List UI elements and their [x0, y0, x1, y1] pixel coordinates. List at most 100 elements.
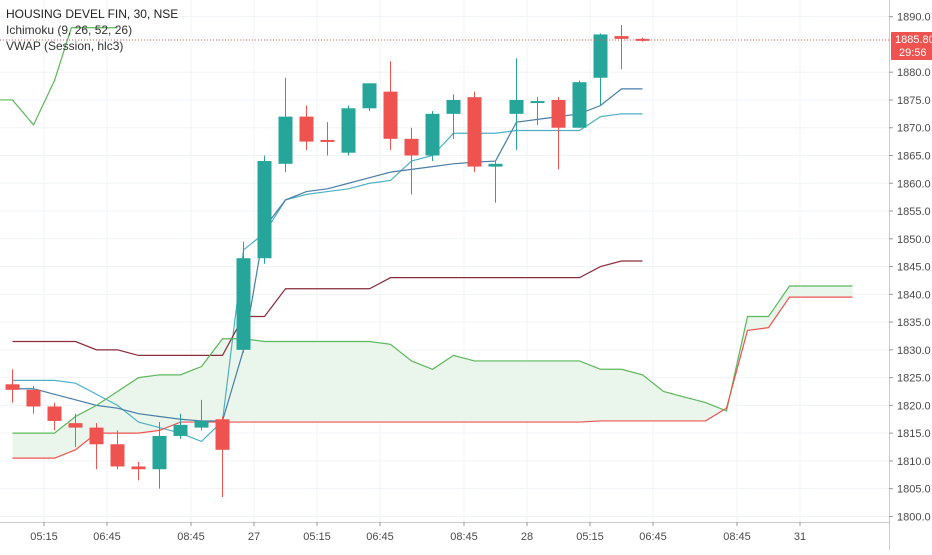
price-tick-label: 1865.0: [897, 150, 931, 162]
candle-body: [551, 99, 566, 128]
candle-body: [404, 138, 419, 156]
candle: [47, 402, 62, 431]
kijun-line: [12, 260, 643, 357]
candle: [488, 161, 503, 203]
candle: [383, 61, 398, 150]
candle-body: [509, 99, 524, 114]
price-tick-label: 1845.0: [897, 262, 931, 274]
candle-body: [131, 466, 146, 470]
candle-body: [194, 420, 209, 428]
price-axis: 1800.0 1805.0 1810.0 1815.0 1820.0 1825.0 1830…: [889, 0, 932, 550]
candle: [551, 97, 566, 170]
time-axis-bg: [0, 522, 889, 550]
price-tick-label: 1875.0: [897, 95, 931, 107]
candle: [131, 462, 146, 481]
candle-body: [362, 83, 377, 109]
candle: [572, 80, 587, 128]
candle-body: [467, 97, 482, 167]
candle-body: [215, 419, 230, 450]
candle: [593, 33, 608, 106]
price-badge-timer: 29:56: [899, 47, 927, 59]
candle-body: [341, 108, 356, 153]
candle: [341, 105, 356, 156]
candle-body: [5, 384, 20, 390]
time-tick-label: 28: [521, 531, 533, 543]
candle: [89, 423, 104, 470]
time-tick-label: 05:15: [303, 531, 331, 543]
price-badge-value: 1885.80: [895, 34, 932, 46]
price-tick-label: 1860.0: [897, 178, 931, 190]
candle: [446, 94, 461, 139]
candle-body: [89, 427, 104, 445]
price-badge: [891, 31, 932, 60]
candle: [173, 413, 188, 439]
candle-body: [152, 435, 167, 470]
candle: [509, 58, 524, 150]
time-tick-label: 06:45: [366, 531, 394, 543]
price-tick-label: 1880.0: [897, 67, 931, 79]
price-tick-label: 1855.0: [897, 206, 931, 218]
time-tick-label: 08:45: [450, 531, 478, 543]
candle-body: [299, 116, 314, 142]
time-tick-label: 06:45: [93, 531, 121, 543]
candle: [236, 241, 251, 353]
time-tick-label: 08:45: [177, 531, 205, 543]
candle-body: [530, 101, 545, 104]
price-tick-label: 1800.0: [897, 511, 931, 523]
candle: [26, 385, 41, 414]
candle: [152, 422, 167, 489]
candle-body: [47, 406, 62, 421]
candle: [362, 83, 377, 112]
price-tick-label: 1830.0: [897, 345, 931, 357]
price-tick-label: 1835.0: [897, 317, 931, 329]
time-axis: 05:15 06:45 08:45 27 05:15 06:45 08:45 28 05:15 0…: [0, 522, 889, 550]
candle: [5, 369, 20, 403]
price-tick-label: 1850.0: [897, 234, 931, 246]
price-tick-label: 1815.0: [897, 428, 931, 440]
candle-body: [173, 424, 188, 436]
candle-body: [110, 444, 125, 467]
price-tick-label: 1820.0: [897, 400, 931, 412]
candle-body: [593, 34, 608, 78]
candle-body: [68, 423, 83, 428]
candle: [215, 416, 230, 498]
ichimoku-cloud: [12, 285, 853, 459]
price-axis-bg: [889, 0, 932, 550]
candle-body: [446, 99, 461, 114]
candle-body: [278, 116, 293, 164]
candle: [425, 111, 440, 162]
price-tick-label: 1825.0: [897, 373, 931, 385]
candle-body: [236, 258, 251, 350]
candle: [614, 24, 629, 70]
time-tick-label: 08:45: [723, 531, 751, 543]
candle-body: [320, 139, 335, 142]
candle: [404, 127, 419, 195]
price-tick-label: 1870.0: [897, 123, 931, 135]
candle-body: [614, 36, 629, 39]
candle-body: [383, 91, 398, 139]
vwap-legend[interactable]: VWAP (Session, hlc3): [6, 39, 124, 53]
candle: [299, 105, 314, 150]
candle: [530, 97, 545, 125]
symbol-title[interactable]: HOUSING DEVEL FIN, 30, NSE: [6, 7, 179, 21]
ichimoku-legend[interactable]: Ichimoku (9, 26, 52, 26): [6, 23, 133, 37]
price-tick-label: 1805.0: [897, 484, 931, 496]
candle: [194, 399, 209, 431]
span-a-line: [12, 285, 853, 434]
time-tick-label: 27: [248, 531, 260, 543]
cloud-fill: [12, 285, 853, 459]
grid: [0, 0, 889, 522]
candle: [278, 77, 293, 173]
candle: [68, 413, 83, 448]
candle-body: [425, 113, 440, 156]
candle: [467, 91, 482, 173]
candle: [320, 122, 335, 156]
price-tick-label: 1890.0: [897, 12, 931, 24]
candle-body: [572, 82, 587, 128]
chart-legend: HOUSING DEVEL FIN, 30, NSE Ichimoku (9, …: [6, 6, 178, 54]
candles: [5, 24, 650, 498]
candle: [110, 430, 125, 470]
candle: [257, 155, 272, 264]
